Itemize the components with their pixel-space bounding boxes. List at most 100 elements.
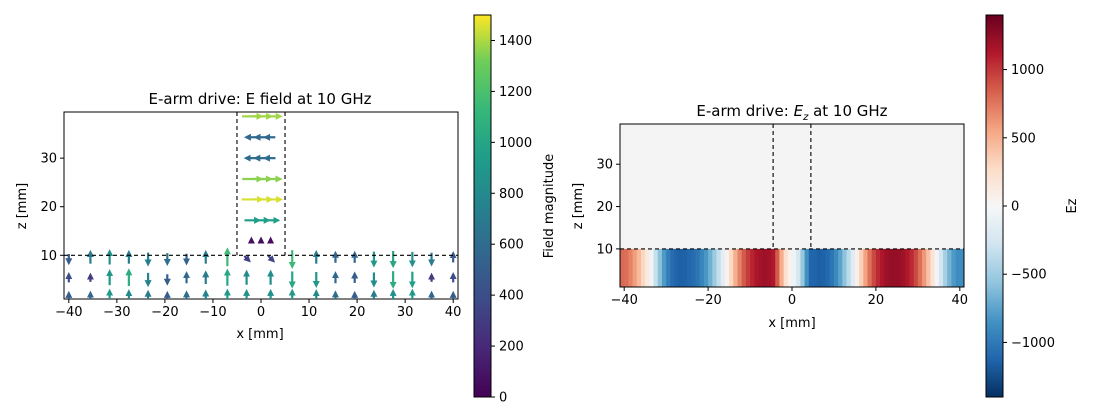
heatmap-cell (863, 248, 868, 287)
heatmap-cell (951, 248, 957, 287)
heatmap-cell (724, 248, 730, 287)
left-chart-title: E-arm drive: E field at 10 GHz (148, 90, 371, 108)
heatmap-cell (871, 248, 877, 287)
left-boundary-lines (64, 112, 458, 256)
x-tick-label: −20 (151, 305, 178, 320)
heatmap-cell (779, 248, 785, 287)
heatmap-cell (905, 248, 910, 287)
colorbar-tick-label: 600 (499, 238, 524, 253)
heatmap-cell (901, 248, 906, 287)
heatmap-cell (737, 248, 743, 287)
heatmap-cell (926, 248, 931, 287)
heatmap-cell (708, 248, 713, 287)
right-title-prefix: E-arm drive: (696, 102, 793, 120)
heatmap-cell (955, 248, 961, 287)
colorbar-tick-label: 400 (499, 289, 524, 304)
right-colorbar: −1000 −500 0 500 1000 Ez (985, 14, 1080, 398)
heatmap-cell (842, 248, 847, 287)
x-tick-label: −20 (694, 293, 721, 308)
heatmap-cell (699, 248, 705, 287)
heatmap-cell (758, 248, 764, 287)
heatmap-cell (691, 248, 696, 287)
heatmap-cell (787, 248, 793, 287)
heatmap-chart: E-arm drive: Ez at 10 GHz −40 −20 0 20 40 10… (571, 102, 968, 331)
heatmap-cell (896, 248, 902, 287)
quiver-chart: E-arm drive: E field at 10 GHz −40 −30 −20… (15, 90, 461, 342)
colorbar-tick-label: 200 (499, 340, 524, 355)
left-colorbar-ticks: 0 200 400 600 800 1000 1200 1400 (491, 34, 532, 406)
left-y-ticks: 10 20 30 (40, 152, 64, 264)
heatmap-cell (812, 248, 818, 287)
right-y-axis-label: z [mm] (571, 183, 586, 229)
right-colorbar-ticks: −1000 −500 0 500 1000 (1003, 63, 1055, 351)
heatmap-cell (624, 248, 629, 287)
heatmap-cell (947, 248, 952, 287)
field-vector (243, 254, 251, 263)
left-x-axis-label: x [mm] (236, 327, 283, 342)
heatmap-cell (754, 248, 759, 287)
heatmap-cell (888, 248, 894, 287)
heatmap-cell (783, 248, 789, 287)
x-tick-label: −30 (103, 305, 130, 320)
heatmap-cell (653, 248, 659, 287)
heatmap-cell (934, 248, 940, 287)
heatmap-cell (775, 248, 780, 287)
heatmap-cell (657, 248, 663, 287)
heatmap-cell (645, 248, 650, 287)
x-tick-label: 0 (257, 305, 265, 320)
y-tick-label: 10 (596, 242, 613, 257)
heatmap-cell (640, 248, 646, 287)
right-colorbar-gradient (985, 14, 1004, 398)
heatmap-cell (745, 248, 751, 287)
heatmap-cell (800, 248, 805, 287)
y-tick-label: 20 (40, 200, 57, 215)
right-colorbar-label: Ez (1065, 198, 1080, 213)
x-tick-label: −40 (55, 305, 82, 320)
colorbar-tick-label: 1400 (499, 34, 532, 49)
heatmap-cell (833, 248, 839, 287)
colorbar-tick-label: −1000 (1011, 336, 1055, 351)
heatmap-cell (875, 248, 881, 287)
heatmap-cell (909, 248, 915, 287)
heatmap-cell (892, 248, 898, 287)
colorbar-tick-label: 500 (1011, 131, 1036, 146)
heatmap-cell (884, 248, 889, 287)
heatmap-cell (917, 248, 923, 287)
x-tick-label: −40 (610, 293, 637, 308)
heatmap-cell (766, 248, 772, 287)
heatmap-cell (703, 248, 709, 287)
x-tick-label: 20 (349, 305, 366, 320)
left-y-axis-label: z [mm] (15, 183, 30, 229)
heatmap-cell (808, 248, 814, 287)
heatmap-cell (716, 248, 722, 287)
heatmap-cell (720, 248, 726, 287)
right-x-axis-label: x [mm] (768, 316, 815, 331)
heatmap-cell (854, 248, 860, 287)
x-tick-label: 40 (445, 305, 462, 320)
left-vector-field (65, 112, 457, 299)
heatmap-cell (959, 248, 965, 287)
heatmap-cell (733, 248, 738, 287)
heatmap-cell (661, 248, 667, 287)
colorbar-tick-label: −500 (1011, 268, 1047, 283)
heatmap-cell (938, 248, 944, 287)
heatmap-cell (850, 248, 856, 287)
heatmap-cell (943, 248, 948, 287)
heatmap-cell (796, 248, 801, 287)
x-tick-label: 10 (301, 305, 318, 320)
field-vector (267, 254, 276, 263)
right-x-ticks: −40 −20 0 20 40 (610, 287, 968, 308)
heatmap-cell (930, 248, 936, 287)
heatmap-cell (729, 248, 734, 287)
heatmap-cell (825, 248, 831, 287)
heatmap-cell (620, 248, 625, 287)
x-tick-label: −10 (199, 305, 226, 320)
heatmap-cell (682, 248, 688, 287)
left-colorbar-label: Field magnitude (542, 154, 557, 258)
heatmap-cell (859, 248, 864, 287)
colorbar-tick-label: 0 (499, 391, 507, 406)
right-y-ticks: 10 20 30 (596, 158, 620, 257)
right-boundary-lines (620, 124, 964, 250)
heatmap-cell (695, 248, 701, 287)
